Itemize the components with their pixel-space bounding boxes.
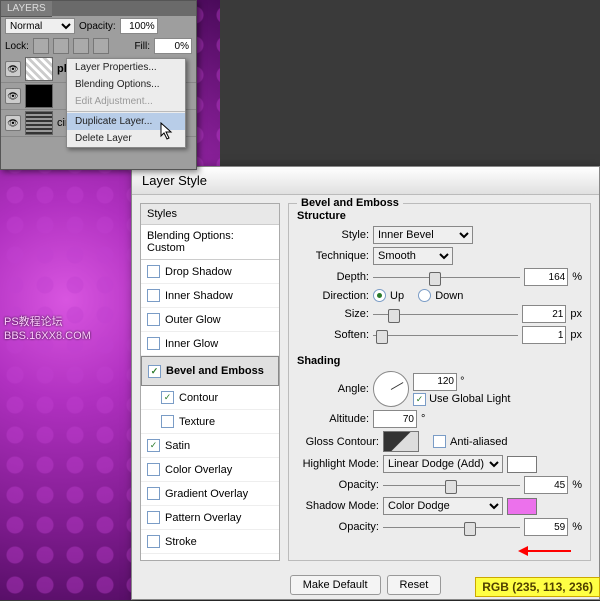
direction-down-radio[interactable] [418, 289, 431, 302]
watermark: PS教程论坛 BBS.16XX8.COM [4, 315, 91, 344]
fill-label: Fill: [134, 41, 150, 52]
style-color-overlay[interactable]: Color Overlay [141, 458, 279, 482]
layer-style-dialog: Layer Style Styles Blending Options: Cus… [131, 166, 600, 600]
altitude-input[interactable] [373, 410, 417, 428]
style-checkbox[interactable] [147, 439, 160, 452]
style-drop-shadow[interactable]: Drop Shadow [141, 260, 279, 284]
styles-header[interactable]: Styles [141, 204, 279, 225]
style-inner-glow[interactable]: Inner Glow [141, 332, 279, 356]
technique-select[interactable]: Smooth [373, 247, 453, 265]
direction-up-radio[interactable] [373, 289, 386, 302]
style-checkbox[interactable] [147, 487, 160, 500]
style-pattern-overlay[interactable]: Pattern Overlay [141, 506, 279, 530]
make-default-button[interactable]: Make Default [290, 575, 381, 595]
shadow-opacity-slider[interactable] [383, 520, 520, 534]
shading-legend: Shading [297, 355, 582, 367]
soften-input[interactable] [522, 326, 566, 344]
style-outer-glow[interactable]: Outer Glow [141, 308, 279, 332]
style-checkbox[interactable] [147, 289, 160, 302]
highlight-color-swatch[interactable] [507, 456, 537, 473]
lock-paint-icon[interactable] [53, 38, 69, 54]
style-checkbox[interactable] [147, 463, 160, 476]
style-contour[interactable]: Contour [141, 386, 279, 410]
depth-input[interactable] [524, 268, 568, 286]
style-stroke[interactable]: Stroke [141, 530, 279, 554]
shadow-opacity-input[interactable] [524, 518, 568, 536]
fill-input[interactable] [154, 38, 192, 54]
style-bevel-and-emboss[interactable]: Bevel and Emboss [141, 356, 279, 386]
opacity-input[interactable] [120, 18, 158, 34]
structure-legend: Structure [297, 210, 582, 222]
highlight-opacity-slider[interactable] [383, 478, 520, 492]
callout-arrow [521, 550, 571, 552]
highlight-opacity-input[interactable] [524, 476, 568, 494]
reset-button[interactable]: Reset [387, 575, 442, 595]
lock-label: Lock: [5, 41, 29, 52]
ctx-edit-adj: Edit Adjustment... [67, 93, 185, 110]
style-checkbox[interactable] [147, 265, 160, 278]
styles-list: Styles Blending Options: Custom Drop Sha… [140, 203, 280, 561]
visibility-icon[interactable]: 👁 [5, 61, 21, 77]
style-checkbox[interactable] [148, 365, 161, 378]
soften-slider[interactable] [373, 328, 518, 342]
size-slider[interactable] [373, 307, 518, 321]
style-checkbox[interactable] [161, 391, 174, 404]
style-texture[interactable]: Texture [141, 410, 279, 434]
angle-input[interactable] [413, 373, 457, 391]
global-light-checkbox[interactable] [413, 393, 426, 406]
style-inner-shadow[interactable]: Inner Shadow [141, 284, 279, 308]
highlight-mode-select[interactable]: Linear Dodge (Add) [383, 455, 503, 473]
lock-all-icon[interactable] [93, 38, 109, 54]
layer-thumb [25, 111, 53, 135]
shadow-mode-select[interactable]: Color Dodge [383, 497, 503, 515]
visibility-icon[interactable]: 👁 [5, 88, 21, 104]
cursor-icon [160, 122, 174, 140]
ctx-blend-opts[interactable]: Blending Options... [67, 76, 185, 93]
shadow-color-swatch[interactable] [507, 498, 537, 515]
rgb-annotation: RGB (235, 113, 236) [475, 577, 600, 597]
style-satin[interactable]: Satin [141, 434, 279, 458]
style-gradient-overlay[interactable]: Gradient Overlay [141, 482, 279, 506]
ctx-layer-props[interactable]: Layer Properties... [67, 59, 185, 76]
antialias-checkbox[interactable] [433, 435, 446, 448]
style-checkbox[interactable] [147, 337, 160, 350]
style-checkbox[interactable] [161, 415, 174, 428]
angle-dial[interactable] [373, 371, 409, 407]
bevel-legend: Bevel and Emboss [297, 197, 403, 209]
layer-thumb [25, 57, 53, 81]
blending-options[interactable]: Blending Options: Custom [141, 225, 279, 260]
layers-tab[interactable]: LAYERS [1, 1, 52, 17]
style-checkbox[interactable] [147, 313, 160, 326]
opacity-label: Opacity: [79, 21, 116, 32]
layer-thumb [25, 84, 53, 108]
depth-slider[interactable] [373, 270, 520, 284]
lock-transparent-icon[interactable] [33, 38, 49, 54]
style-checkbox[interactable] [147, 511, 160, 524]
lock-move-icon[interactable] [73, 38, 89, 54]
size-input[interactable] [522, 305, 566, 323]
visibility-icon[interactable]: 👁 [5, 115, 21, 131]
style-checkbox[interactable] [147, 535, 160, 548]
blend-mode-select[interactable]: Normal [5, 18, 75, 34]
dialog-title: Layer Style [132, 167, 599, 195]
gloss-contour-picker[interactable] [383, 431, 419, 452]
bevel-style-select[interactable]: Inner Bevel [373, 226, 473, 244]
